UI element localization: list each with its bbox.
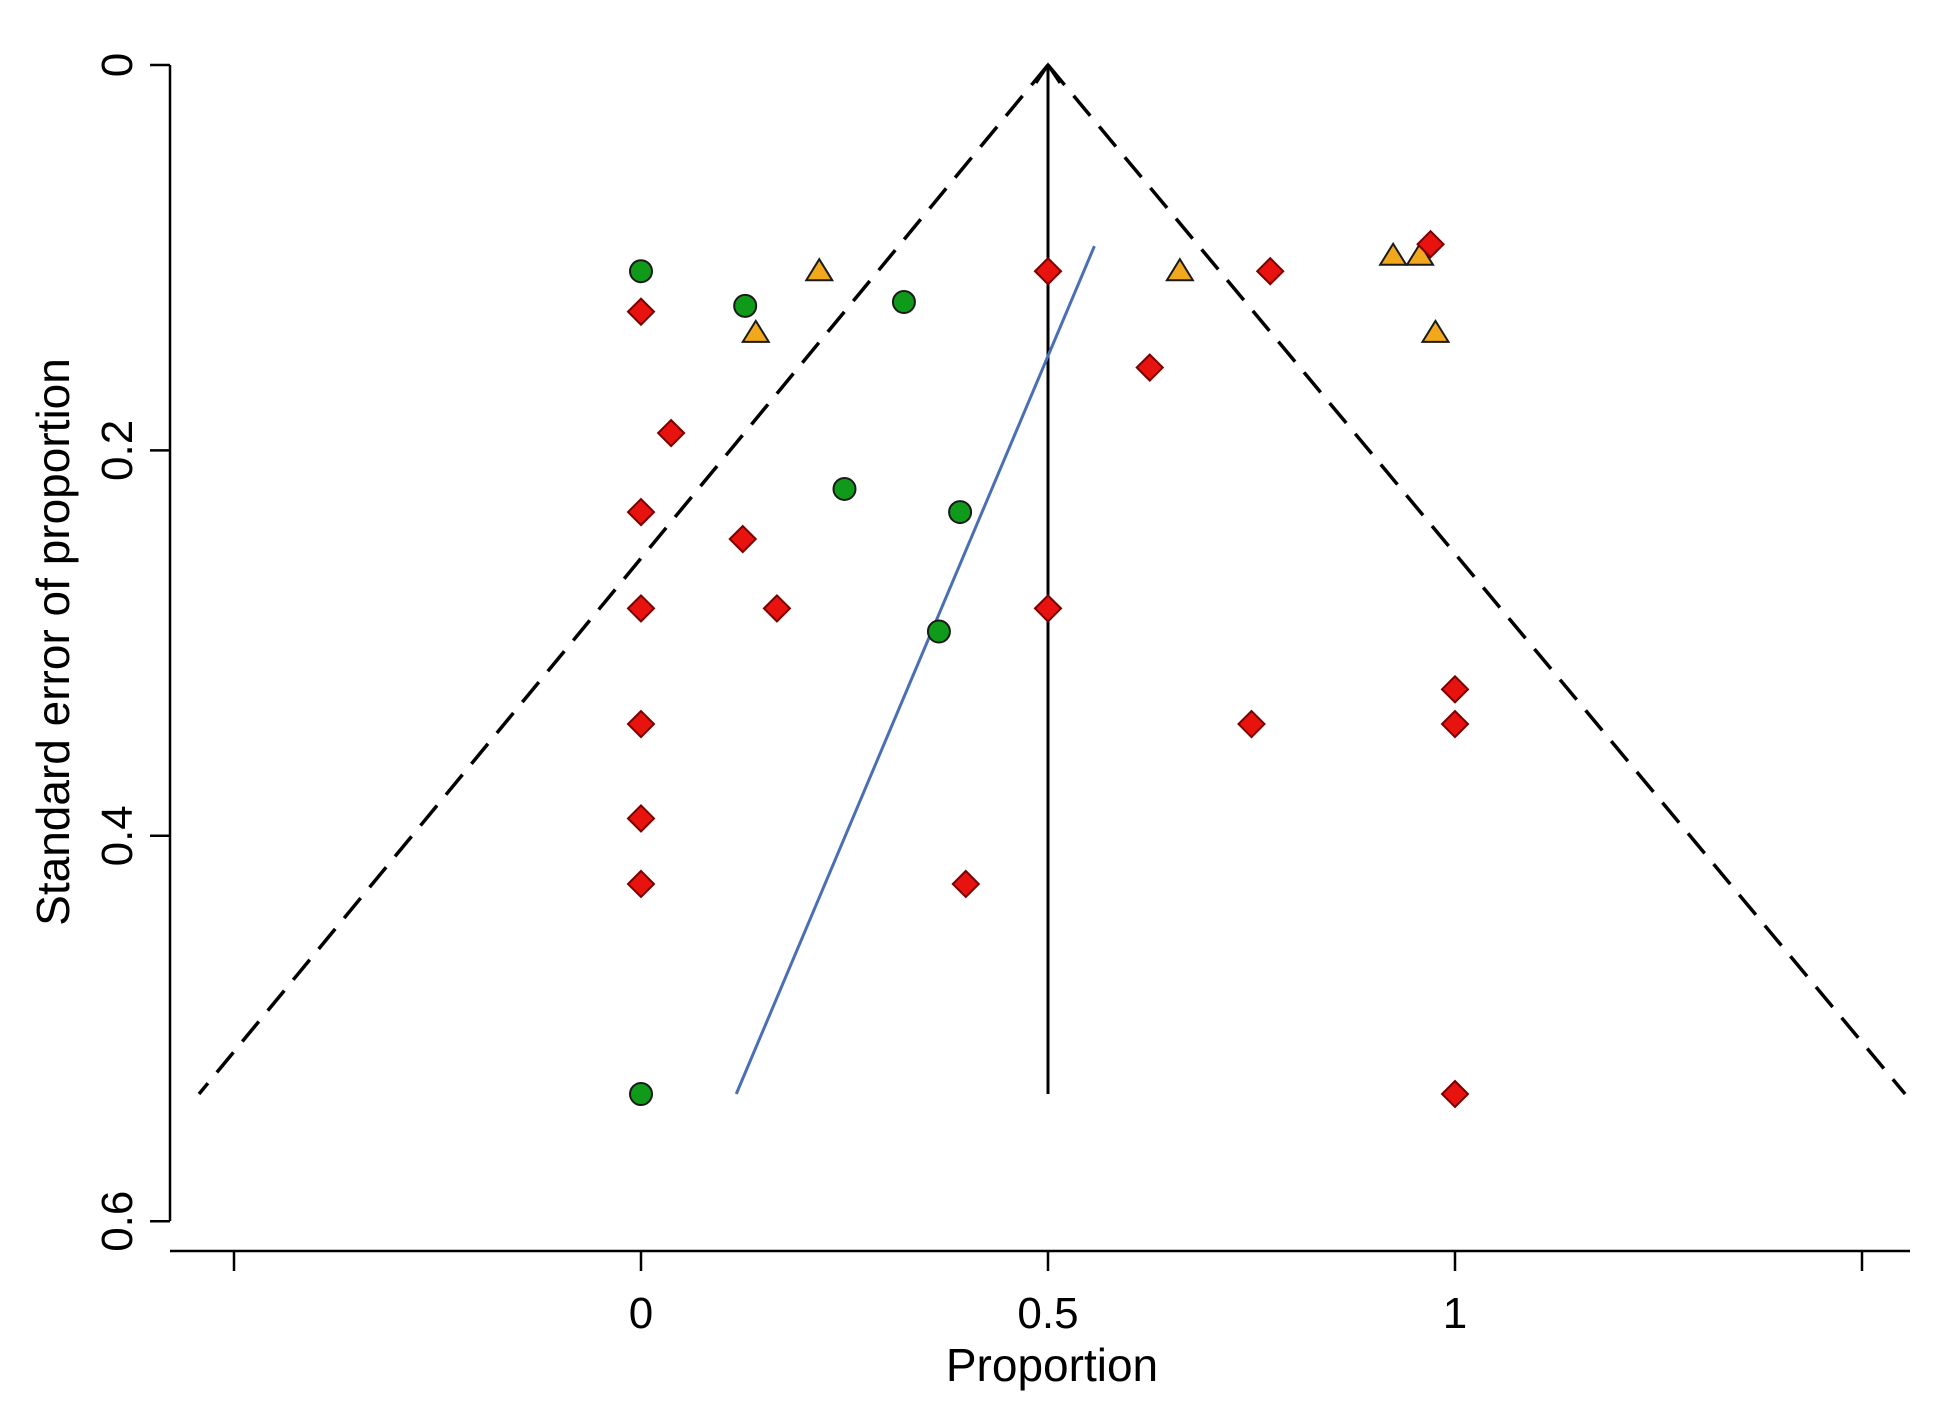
x-axis-title: Proportion bbox=[946, 1339, 1158, 1391]
diamond-point bbox=[626, 709, 656, 739]
diamond-point bbox=[626, 869, 656, 899]
diamond-point bbox=[728, 524, 758, 554]
diamond-point bbox=[626, 804, 656, 833]
funnel-limit-left bbox=[197, 63, 1050, 1096]
diamond-point bbox=[1440, 1079, 1470, 1109]
x-tick-label: 0 bbox=[629, 1289, 653, 1338]
y-tick-label: 0.6 bbox=[93, 1191, 142, 1252]
axes: 00.20.40.6 0 0.5 1 bbox=[93, 53, 1910, 1338]
diamond-point bbox=[626, 297, 656, 327]
triangle-point bbox=[1165, 257, 1195, 282]
pooled-estimate bbox=[1034, 62, 1062, 1095]
x-tick-label: 0.5 bbox=[1017, 1289, 1078, 1338]
regression-line bbox=[734, 245, 1096, 1095]
circle-point bbox=[926, 619, 951, 644]
triangle-point bbox=[804, 257, 835, 282]
circle-point bbox=[891, 290, 916, 315]
funnel-limit-right bbox=[1046, 63, 1907, 1096]
diamond-point bbox=[626, 593, 656, 623]
points bbox=[626, 229, 1470, 1109]
diamond-point bbox=[1135, 353, 1165, 382]
diamond-point bbox=[1440, 674, 1470, 704]
circle-point bbox=[948, 500, 973, 525]
triangle-point bbox=[1420, 318, 1451, 343]
y-tick-label: 0.4 bbox=[93, 805, 142, 866]
diamond-point bbox=[762, 593, 792, 623]
diamond-point bbox=[1033, 593, 1063, 623]
triangle-point bbox=[740, 318, 771, 343]
diamond-point bbox=[1416, 229, 1445, 259]
x-tick-label: 1 bbox=[1443, 1289, 1467, 1338]
circle-point bbox=[733, 293, 758, 318]
y-ticks: 0 0.2 0.4 0.6 bbox=[93, 53, 170, 1252]
circle-point bbox=[832, 476, 857, 501]
x-ticks: 0 0.5 1 bbox=[232, 1251, 1864, 1338]
circle-point bbox=[629, 1082, 653, 1107]
diamond-point bbox=[656, 418, 686, 448]
funnel-limits bbox=[197, 63, 1907, 1096]
y-axis-title: Standard error of proportion bbox=[27, 358, 79, 926]
diamond-point bbox=[1033, 256, 1063, 286]
triangle-point bbox=[1378, 241, 1408, 266]
regression-fit-line bbox=[734, 245, 1096, 1095]
diamond-point bbox=[1237, 709, 1266, 739]
diamond-point bbox=[1255, 256, 1285, 286]
diamond-point bbox=[1440, 709, 1470, 739]
y-tick-label: 0.2 bbox=[93, 420, 142, 481]
diamond-point bbox=[951, 869, 981, 899]
circle-point bbox=[629, 259, 653, 284]
pooled-estimate-arrowhead bbox=[1034, 62, 1062, 84]
y-tick-label: 0 bbox=[93, 53, 142, 77]
diamond-point bbox=[626, 497, 656, 527]
